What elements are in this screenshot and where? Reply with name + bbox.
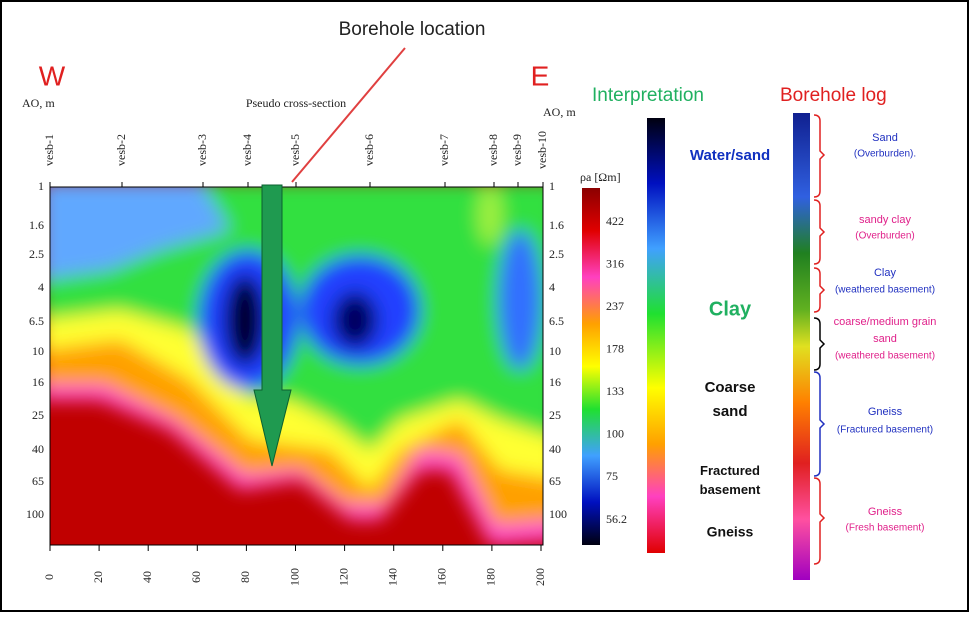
- interpretation-bar: [647, 118, 665, 553]
- scale-tick-label: 237: [606, 299, 624, 313]
- right-depth-label: 100: [549, 507, 567, 521]
- figure: Borehole location W E AO, m AO, m Pseudo…: [0, 0, 969, 612]
- x-tick-label: 80: [238, 571, 252, 583]
- left-depth-label: 65: [32, 474, 44, 488]
- log-unit-note: (Overburden): [855, 231, 914, 242]
- log-unit-name: sandy clay: [859, 214, 911, 226]
- scale-tick-label: 178: [606, 341, 624, 355]
- left-depth-label: 1.6: [29, 218, 44, 232]
- log-unit-name: Clay: [874, 267, 897, 279]
- right-depth-label: 1: [549, 179, 555, 193]
- scale-tick-label: 56.2: [606, 512, 627, 526]
- left-depth-label: 10: [32, 344, 44, 358]
- station-label: vesb-10: [535, 131, 549, 169]
- log-unit-note: (Fresh basement): [846, 523, 925, 534]
- left-depth-label: 25: [32, 408, 44, 422]
- x-tick-label: 160: [435, 568, 449, 586]
- scale-tick-label: 100: [606, 427, 624, 441]
- station-label: vesb-8: [486, 134, 500, 166]
- left-depth-label: 1: [38, 179, 44, 193]
- right-depth-label: 4: [549, 280, 555, 294]
- right-depth-label: 25: [549, 408, 561, 422]
- resistivity-section: [40, 180, 560, 545]
- left-depth-label: 100: [26, 507, 44, 521]
- right-depth-label: 2.5: [549, 247, 564, 261]
- interpretation-label: Water/sand: [690, 147, 770, 164]
- right-depth-label: 6.5: [549, 314, 564, 328]
- right-depth-label: 16: [549, 375, 561, 389]
- x-tick-label: 120: [336, 568, 350, 586]
- scale-tick-label: 422: [606, 214, 624, 228]
- left-depth-label: 2.5: [29, 247, 44, 261]
- station-label: vesb-3: [195, 134, 209, 166]
- log-unit-name: Sand: [872, 132, 898, 144]
- log-unit-note: (weathered basement): [835, 285, 935, 296]
- left-depth-label: 40: [32, 442, 44, 456]
- scale-tick-label: 133: [606, 384, 624, 398]
- color-scale: [582, 188, 600, 545]
- x-tick-label: 100: [287, 568, 301, 586]
- west-label: W: [39, 60, 66, 91]
- scale-tick-label: 75: [606, 469, 618, 483]
- x-tick-label: 0: [42, 574, 56, 580]
- station-label: vesb-9: [510, 134, 524, 166]
- station-label: vesb-7: [437, 134, 451, 166]
- right-depth-label: 65: [549, 474, 561, 488]
- x-tick-label: 60: [189, 571, 203, 583]
- borehole-log-title: Borehole log: [780, 85, 887, 106]
- interpretation-title: Interpretation: [592, 85, 704, 106]
- x-tick-label: 180: [484, 568, 498, 586]
- borehole-log-bar: [793, 113, 810, 580]
- right-depth-label: 1.6: [549, 218, 564, 232]
- east-label: E: [531, 60, 550, 91]
- log-unit-name: Gneiss: [868, 506, 903, 518]
- x-tick-label: 40: [140, 571, 154, 583]
- station-label: vesb-2: [114, 134, 128, 166]
- x-tick-label: 200: [533, 568, 547, 586]
- left-depth-label: 6.5: [29, 314, 44, 328]
- scale-unit: ρa [Ωm]: [580, 170, 621, 184]
- right-axis-label: AO, m: [543, 105, 576, 119]
- right-depth-label: 40: [549, 442, 561, 456]
- station-label: vesb-6: [362, 134, 376, 166]
- left-depth-label: 4: [38, 280, 44, 294]
- left-axis-label: AO, m: [22, 96, 55, 110]
- log-unit-note: (Fractured basement): [837, 425, 933, 436]
- station-label: vesb-5: [288, 134, 302, 166]
- station-label: vesb-4: [240, 134, 254, 166]
- left-depth-label: 16: [32, 375, 44, 389]
- log-unit-note: (weathered basement): [835, 351, 935, 362]
- scale-tick-label: 316: [606, 256, 624, 270]
- interpretation-label: Gneiss: [707, 524, 754, 540]
- interpretation-label: Clay: [709, 298, 752, 320]
- right-depth-label: 10: [549, 344, 561, 358]
- section-label: Pseudo cross-section: [246, 96, 346, 110]
- title: Borehole location: [339, 19, 486, 40]
- station-label: vesb-1: [42, 134, 56, 166]
- x-tick-label: 140: [385, 568, 399, 586]
- x-tick-label: 20: [91, 571, 105, 583]
- log-unit-note: (Overburden).: [854, 149, 916, 160]
- log-unit-name: Gneiss: [868, 406, 903, 418]
